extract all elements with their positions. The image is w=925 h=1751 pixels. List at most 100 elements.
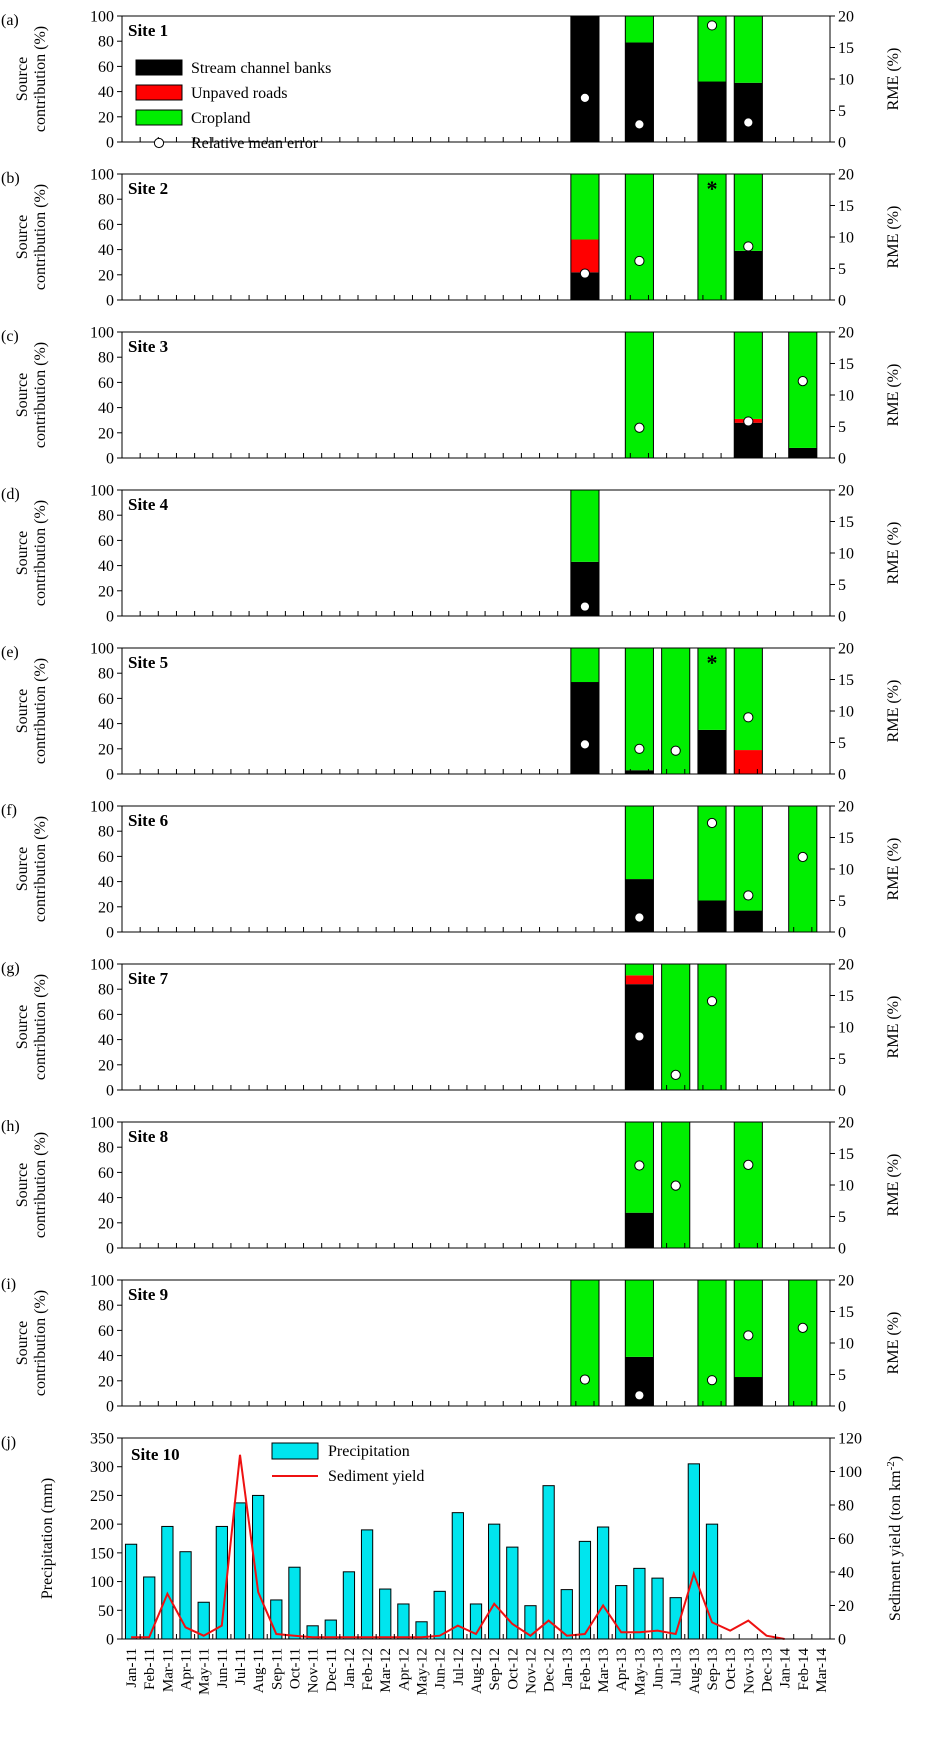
bar-segment-cropland xyxy=(570,1280,599,1406)
rme-marker xyxy=(797,1322,808,1333)
y2-axis-label: RME (%) xyxy=(885,996,902,1059)
y-axis-label: Sourcecontribution (%) xyxy=(14,658,49,764)
legend-marker-rme xyxy=(153,137,165,149)
y-tick-label: 80 xyxy=(98,350,114,367)
y2-tick-label: 20 xyxy=(838,1115,854,1132)
panel-title: Site 5 xyxy=(128,653,168,672)
y-tick-label: 60 xyxy=(98,217,114,234)
bar-segment-banks xyxy=(734,82,763,142)
y-tick-label: 100 xyxy=(90,1273,114,1290)
x-tick-label: Apr-13 xyxy=(614,1648,630,1691)
rme-marker xyxy=(634,422,645,433)
y-tick-label: 0 xyxy=(106,925,114,942)
rme-marker xyxy=(743,416,754,427)
y2-tick-label: 20 xyxy=(838,167,854,184)
rme-marker xyxy=(797,851,808,863)
y-tick-label: 20 xyxy=(98,741,114,758)
x-tick-label: Aug-11 xyxy=(251,1648,267,1693)
panel-4: 0 20 40 60 80 100 0 5 10 15 20 (d) Site 4 Sourcecontr… xyxy=(1,483,902,626)
x-tick-label: Jun-11 xyxy=(215,1648,231,1688)
plot-frame xyxy=(121,489,831,617)
plot-frame xyxy=(121,1121,831,1249)
bar-segment-cropland xyxy=(570,490,599,562)
y2-tick-label: 5 xyxy=(838,893,846,910)
x-tick-label: Dec-11 xyxy=(324,1648,340,1692)
y-tick-label: 100 xyxy=(90,1115,114,1132)
precip-bar xyxy=(542,1485,555,1640)
y2-tick-label: 0 xyxy=(838,925,846,942)
bar-segment-cropland xyxy=(734,648,763,751)
x-tick-label: Jan-14 xyxy=(778,1648,794,1688)
rme-marker xyxy=(706,817,718,829)
bar-segment-banks xyxy=(625,1212,654,1248)
precip-bar xyxy=(161,1525,174,1640)
y2-tick-label: 20 xyxy=(838,957,854,974)
y-tick-label: 40 xyxy=(98,242,114,259)
bar-segment-banks xyxy=(697,900,727,932)
rme-marker xyxy=(743,117,754,128)
y2-tick-label: 15 xyxy=(838,1304,854,1321)
bar-segment-banks xyxy=(697,81,727,142)
rme-marker xyxy=(670,745,681,756)
y-tick-label: 60 xyxy=(98,375,114,392)
y2-axis-label: RME (%) xyxy=(885,522,902,585)
bar-segment-roads xyxy=(734,750,763,774)
y-axis-label: Sourcecontribution (%) xyxy=(14,342,49,448)
y-tick-label: 40 xyxy=(98,1348,114,1365)
x-tick-label: Oct-12 xyxy=(505,1648,521,1690)
y2-tick-label: 0 xyxy=(838,1083,846,1100)
panel-letter: (f) xyxy=(1,802,17,819)
legend: Precipitation Sediment yield xyxy=(271,1442,424,1485)
x-tick-label: Nov-11 xyxy=(306,1648,322,1693)
y-tick-label: 100 xyxy=(90,483,114,500)
y2-tick-label: 0 xyxy=(838,1241,846,1258)
y-tick-label: 40 xyxy=(98,1032,114,1049)
rme-marker xyxy=(579,268,591,279)
panel-title: Site 8 xyxy=(128,1127,168,1146)
precip-bar xyxy=(506,1546,519,1640)
bar-segment-cropland xyxy=(788,1280,817,1406)
legend-label-roads: Unpaved roads xyxy=(191,85,287,102)
y-tick-label: 100 xyxy=(90,325,114,342)
rme-marker xyxy=(579,92,591,104)
x-tick-label: Oct-13 xyxy=(723,1648,739,1690)
y-tick-label: 20 xyxy=(98,583,114,600)
bar-segment-cropland xyxy=(697,174,727,300)
panel-8: 0 20 40 60 80 100 0 5 10 15 20 (h) Site 8 Sourcecontr… xyxy=(1,1115,902,1258)
rme-marker xyxy=(634,1160,645,1171)
y2-tick-label: 10 xyxy=(838,862,854,879)
y-tick-label: 0 xyxy=(106,767,114,784)
y-axis-label: Sourcecontribution (%) xyxy=(14,1290,49,1396)
x-tick-label: Mar-14 xyxy=(814,1648,830,1693)
panel-title: Site 4 xyxy=(128,495,169,514)
y-axis-label: Sourcecontribution (%) xyxy=(14,974,49,1080)
y2-tick-label: 15 xyxy=(838,988,854,1005)
y-tick-label: 20 xyxy=(98,899,114,916)
precip-bar xyxy=(596,1526,610,1640)
y2-tick-label: 0 xyxy=(838,135,846,152)
y-tick-label: 100 xyxy=(90,9,114,26)
y-tick-label: 0 xyxy=(106,451,114,468)
y2-tick-label: 0 xyxy=(838,609,846,626)
bar-segment-banks xyxy=(625,879,654,932)
rme-marker xyxy=(634,119,645,130)
precip-bar xyxy=(342,1571,356,1640)
panel-letter: (h) xyxy=(1,1118,20,1135)
legend-swatch-roads xyxy=(135,84,183,101)
x-tick-label: Aug-12 xyxy=(469,1648,485,1694)
y-tick-label: 50 xyxy=(98,1603,114,1620)
panel-9: 0 20 40 60 80 100 0 5 10 15 20 (i) Site 9 Sourcecontr… xyxy=(1,1273,902,1416)
x-tick-label: Feb-13 xyxy=(578,1648,594,1691)
sediment-line xyxy=(131,1454,785,1640)
y2-tick-label: 10 xyxy=(838,388,854,405)
x-tick-label: May-13 xyxy=(632,1648,648,1696)
y-tick-label: 80 xyxy=(98,1298,114,1315)
y2-tick-label: 100 xyxy=(838,1464,862,1481)
y-tick-label: 150 xyxy=(90,1545,114,1562)
bar-segment-banks xyxy=(697,729,727,774)
y-axis-label: Sourcecontribution (%) xyxy=(14,1132,49,1238)
bar-segment-cropland xyxy=(570,648,599,683)
y-tick-label: 20 xyxy=(98,1057,114,1074)
legend-label-cropland: Cropland xyxy=(191,110,251,127)
